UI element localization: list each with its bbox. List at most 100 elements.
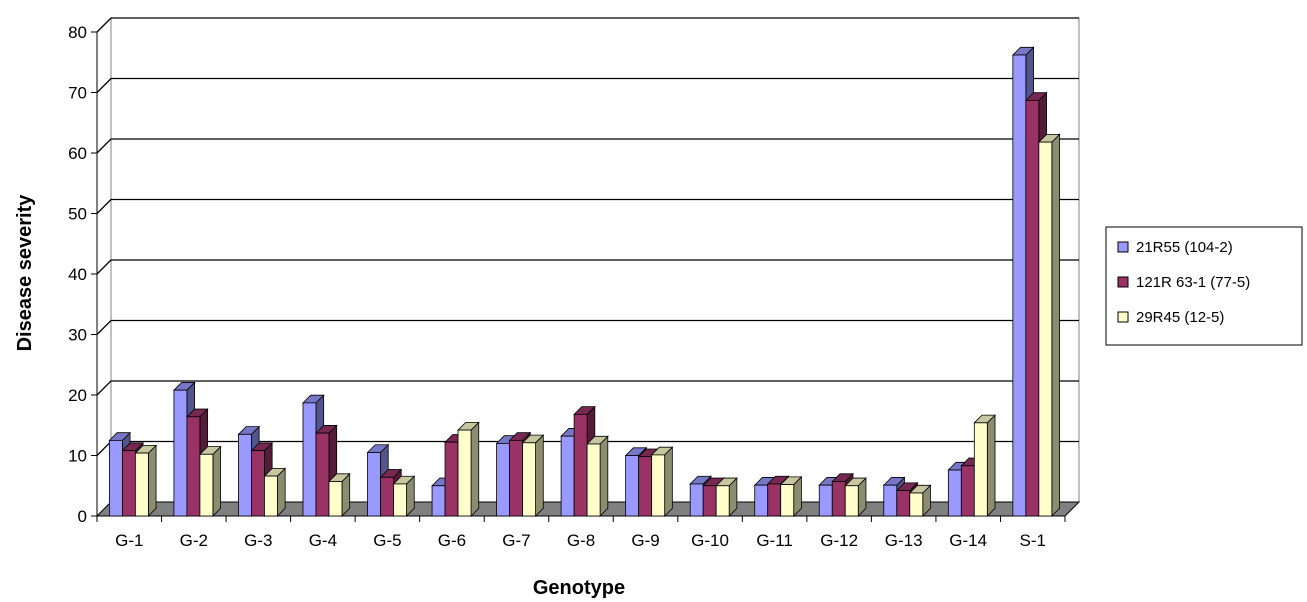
x-tick-label: G-2 <box>180 531 208 550</box>
bar-side <box>212 445 222 517</box>
y-tick-label: 10 <box>68 447 87 466</box>
bar-front <box>251 450 265 517</box>
y-tick-label: 60 <box>68 144 87 163</box>
y-tick-label: 80 <box>68 23 87 42</box>
x-tick-label: G-7 <box>502 531 530 550</box>
x-tick-label: G-1 <box>115 531 143 550</box>
y-tick-label: 50 <box>68 205 87 224</box>
bar <box>328 472 351 517</box>
legend-box <box>1105 226 1303 346</box>
bar-front <box>780 484 795 517</box>
x-tick-labels: G-1 G-2 G-3 G-4 G-5 G-6 G-7 G-8 G-9 G-10 G-11 G-12 G… <box>115 531 1046 550</box>
bar <box>908 484 932 517</box>
bar-front <box>883 484 898 517</box>
bar-front <box>625 455 640 517</box>
bar-front <box>380 476 394 517</box>
bar-front <box>367 452 381 517</box>
x-tick-label: G-10 <box>691 531 729 550</box>
bar-front <box>973 422 988 517</box>
bar-side <box>599 435 609 517</box>
x-axis-title: Genotype <box>533 577 625 599</box>
bar <box>779 475 803 517</box>
bar <box>650 446 674 517</box>
y-tick-labels: 0 10 20 30 40 50 60 70 80 <box>68 23 87 526</box>
bar-side <box>147 444 157 517</box>
x-tick-label: G-12 <box>820 531 858 550</box>
bars <box>108 46 1061 517</box>
bar-front <box>909 492 924 517</box>
x-tick-label: G-11 <box>756 531 793 550</box>
bar-front <box>444 441 459 517</box>
bar-front <box>560 435 575 517</box>
x-tick-label: G-13 <box>885 531 923 550</box>
bar-front <box>134 452 149 517</box>
bar-side <box>470 421 480 517</box>
bar-side <box>535 434 544 517</box>
bar <box>882 476 906 517</box>
bar-front <box>689 483 704 517</box>
gridline <box>96 259 1079 275</box>
bar-front <box>1012 54 1027 517</box>
gridline <box>96 319 1079 335</box>
bar-front <box>844 485 859 517</box>
gridline <box>96 17 1079 33</box>
bar <box>973 414 996 517</box>
x-tick-label: G-8 <box>567 531 595 550</box>
bar-front <box>431 485 446 517</box>
legend-label: 21R55 (104-2) <box>1136 239 1233 256</box>
bar-side <box>1051 133 1060 517</box>
bar-front <box>496 442 510 517</box>
x-tick-label: G-6 <box>438 531 466 550</box>
legend-swatch <box>1117 241 1129 253</box>
bar-front <box>638 456 653 517</box>
bar-front <box>264 475 278 517</box>
gridline <box>96 380 1079 396</box>
y-tick-label: 20 <box>68 386 87 405</box>
bar <box>392 475 416 517</box>
bar-front <box>573 413 588 517</box>
bar-front <box>186 416 201 517</box>
y-tick-label: 30 <box>68 326 87 345</box>
bar-front <box>831 481 846 517</box>
bar-front <box>1038 141 1053 517</box>
bar-front <box>1025 99 1040 517</box>
bar-front <box>818 484 833 517</box>
y-tick-label: 0 <box>78 507 87 526</box>
bar <box>263 467 287 517</box>
bar-front <box>767 483 782 517</box>
bar-front <box>393 483 407 517</box>
y-tick-label: 70 <box>68 84 87 103</box>
x-tick-label: G-4 <box>309 531 337 550</box>
legend-label: 121R 63-1 (77-5) <box>1136 274 1250 291</box>
x-tick-label: G-3 <box>244 531 272 550</box>
bar <box>1037 133 1061 517</box>
bar-front <box>108 439 123 517</box>
bar-front <box>328 481 343 517</box>
gridline <box>96 138 1079 154</box>
bar-front <box>960 465 975 517</box>
bar-front <box>457 429 472 517</box>
legend-swatch <box>1117 276 1129 288</box>
bar-front <box>509 439 523 517</box>
bar-front <box>586 443 601 517</box>
bar-front <box>651 454 666 517</box>
x-tick-label: G-14 <box>949 531 987 550</box>
bar-side <box>277 467 286 517</box>
bar-front <box>199 453 214 517</box>
bar <box>366 443 390 517</box>
bar <box>586 435 609 517</box>
bar-side <box>664 446 673 517</box>
bar-front <box>173 389 188 517</box>
x-tick-label: S-1 <box>1019 531 1045 550</box>
bar <box>198 445 222 517</box>
bar-front <box>702 485 717 517</box>
bar-front <box>896 490 911 517</box>
y-axis-title: Disease severity <box>14 194 36 352</box>
legend-label: 29R45 (12-5) <box>1136 309 1224 326</box>
bar <box>521 434 545 517</box>
bar-front <box>715 485 730 517</box>
legend: 21R55 (104-2) 121R 63-1 (77-5) 29R45 (12-5… <box>1105 226 1303 346</box>
legend-swatch <box>1117 311 1129 323</box>
bar <box>715 477 738 517</box>
